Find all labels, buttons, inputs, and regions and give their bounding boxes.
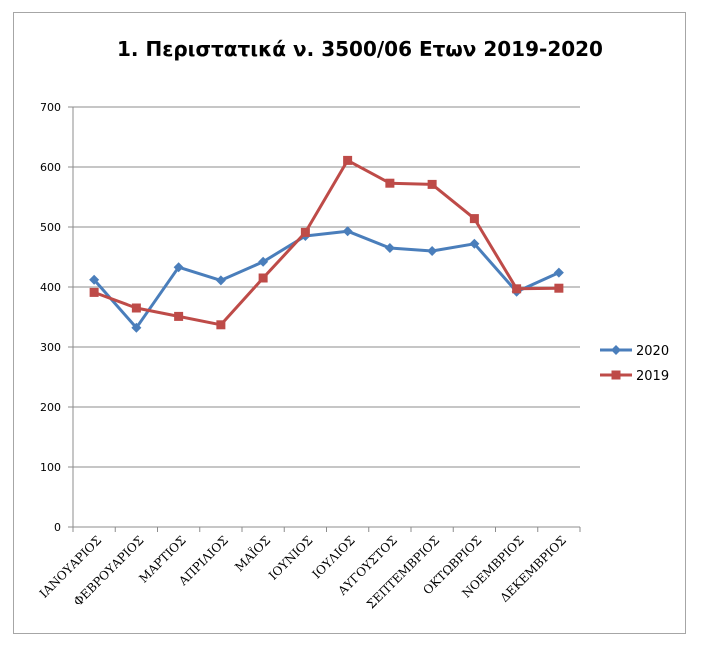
data-point [300,227,310,237]
data-point [385,178,395,188]
data-point [174,311,184,321]
x-tick-label: ΙΟΥΝΙΟΣ [266,533,316,583]
data-point [343,155,353,165]
series-line [93,158,559,327]
data-point [173,262,184,273]
y-tick-label: 200 [40,401,61,414]
data-point [131,322,142,333]
legend-label: 2020 [636,344,669,359]
data-point [469,238,480,249]
legend-marker [611,370,621,380]
x-tick-label: ΣΕΠΤΕΜΒΡΙΟΣ [364,533,442,611]
legend-entry-2019: 2019 [600,369,669,384]
data-point [553,267,564,278]
data-point [89,274,100,285]
data-point [216,320,226,330]
y-tick-label: 700 [40,101,61,114]
x-tick-label: ΜΑΪΟΣ [231,532,273,574]
y-tick-label: 100 [40,461,61,474]
data-point [258,256,269,267]
chart-title: 1. Περιστατικά ν. 3500/06 Ετων 2019-2020 [117,37,603,61]
data-point [215,275,226,286]
data-point [131,303,141,313]
legend-marker [611,345,621,355]
gridlines [73,106,580,528]
data-point [89,287,99,297]
data-point [258,273,268,283]
legend-label: 2019 [636,369,669,384]
data-point [512,284,522,294]
data-point [342,226,353,237]
y-tick-label: 500 [40,221,61,234]
data-point [427,179,437,189]
y-tick-label: 600 [40,161,61,174]
legend: 2020 2019 [600,344,669,384]
y-tick-label: 300 [40,341,61,354]
series-2020 [89,226,564,333]
series-2019 [89,155,564,330]
data-point [469,214,479,224]
y-tick-label: 0 [54,521,61,534]
legend-entry-2020: 2020 [600,344,669,359]
data-point [554,283,564,293]
chart-frame [13,12,686,634]
y-tick-label: 400 [40,281,61,294]
series-group [89,155,564,333]
data-point [427,246,438,256]
series-line [92,229,560,330]
y-axis: 0 100 200 300 400 500 600 700 [40,101,74,534]
data-point [384,243,395,253]
